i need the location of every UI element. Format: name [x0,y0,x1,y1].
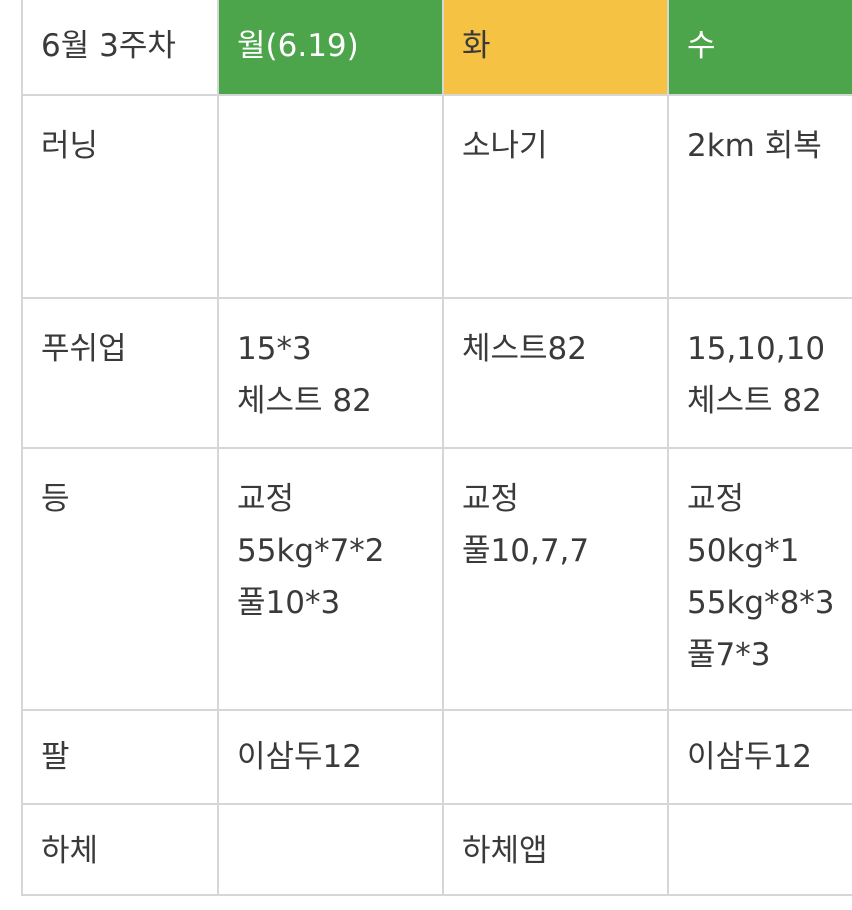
cell-running-mon[interactable] [218,95,444,299]
workout-table: 6월 3주차 월(6.19) 화 수 러닝 소나기 2km 회복 푸쉬업 15*… [21,0,852,896]
row-label-pushup[interactable]: 푸쉬업 [23,298,219,449]
cell-line: 2km 회복 [687,128,822,164]
cell-pushup-mon[interactable]: 15*3 체스트 82 [218,298,444,449]
cell-line: 풀10*3 [237,585,341,621]
cell-pushup-tue[interactable]: 체스트82 [443,298,669,449]
row-label-running[interactable]: 러닝 [23,95,219,299]
wednesday-header-cell[interactable]: 수 [668,0,852,96]
cell-line: 교정 [237,481,295,517]
cell-arm-mon[interactable]: 이삼두12 [218,710,444,805]
cell-running-wed[interactable]: 2km 회복 [668,95,852,299]
cell-line: 55kg*8*3 [687,585,835,621]
table-row-legs: 하체 하체앱 [23,804,852,894]
cell-arm-wed[interactable]: 이삼두12 [668,710,852,805]
cell-line: 50kg*1 [687,533,800,569]
table-row-running: 러닝 소나기 2km 회복 [23,95,852,299]
tuesday-header-cell[interactable]: 화 [443,0,669,96]
monday-header-cell[interactable]: 월(6.19) [218,0,444,96]
cell-legs-wed[interactable] [668,804,852,894]
cell-line: 이삼두12 [237,739,363,775]
cell-legs-tue[interactable]: 하체앱 [443,804,669,894]
cell-line: 하체앱 [462,833,548,869]
cell-line: 이삼두12 [687,739,813,775]
table-row-arm: 팔 이삼두12 이삼두12 [23,710,852,805]
row-label-legs[interactable]: 하체 [23,804,219,894]
row-label-arm[interactable]: 팔 [23,710,219,805]
cell-arm-tue[interactable] [443,710,669,805]
cell-back-mon[interactable]: 교정 55kg*7*2 풀10*3 [218,448,444,711]
week-label-cell[interactable]: 6월 3주차 [23,0,219,96]
cell-line: 55kg*7*2 [237,533,385,569]
cell-line: 체스트 82 [687,383,822,419]
cell-back-wed[interactable]: 교정 50kg*1 55kg*8*3 풀7*3 [668,448,852,711]
row-label-back[interactable]: 등 [23,448,219,711]
cell-line: 체스트 82 [237,383,372,419]
header-row: 6월 3주차 월(6.19) 화 수 [23,0,852,96]
table-row-pushup: 푸쉬업 15*3 체스트 82 체스트82 15,10,10 체스트 82 [23,298,852,449]
cell-line: 체스트82 [462,331,588,367]
schedule-grid: 6월 3주차 월(6.19) 화 수 러닝 소나기 2km 회복 푸쉬업 15*… [23,0,852,894]
cell-line: 풀10,7,7 [462,533,590,569]
cell-line: 교정 [462,481,520,517]
cell-line: 교정 [687,481,745,517]
cell-line: 소나기 [462,128,548,164]
cell-pushup-wed[interactable]: 15,10,10 체스트 82 [668,298,852,449]
cell-line: 15*3 [237,331,312,367]
cell-running-tue[interactable]: 소나기 [443,95,669,299]
cell-line: 풀7*3 [687,637,771,673]
cell-legs-mon[interactable] [218,804,444,894]
cell-line: 15,10,10 [687,331,826,367]
